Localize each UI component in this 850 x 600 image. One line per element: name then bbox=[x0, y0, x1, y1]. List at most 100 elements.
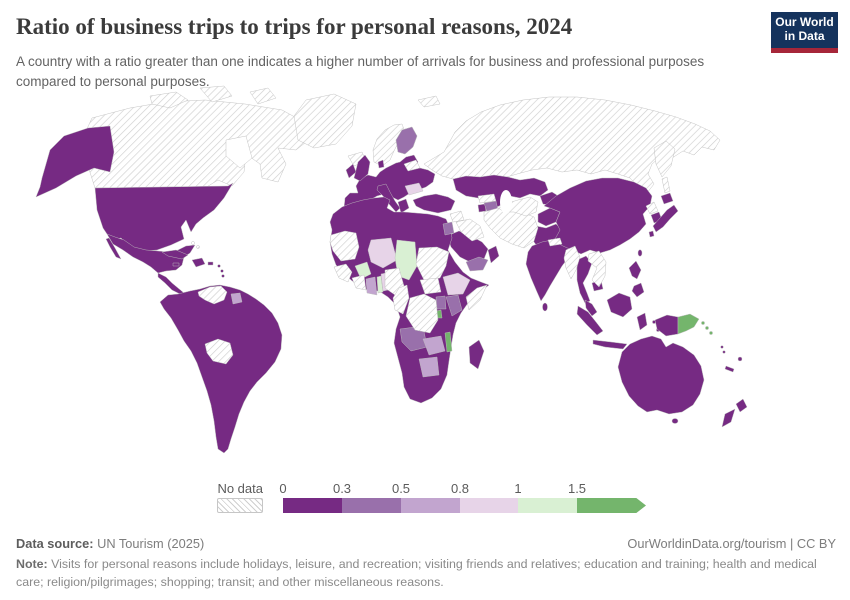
country-oman[interactable] bbox=[487, 245, 500, 264]
country-south-america[interactable] bbox=[159, 284, 283, 454]
country-romania[interactable] bbox=[404, 182, 424, 196]
country-venezuela[interactable] bbox=[197, 285, 228, 305]
country-jamaica[interactable] bbox=[172, 262, 180, 267]
country-canada[interactable] bbox=[79, 99, 307, 189]
country-greenland[interactable] bbox=[293, 93, 357, 149]
country-china-mongolia[interactable] bbox=[543, 177, 653, 255]
country-malawi[interactable] bbox=[444, 331, 453, 353]
country-bahamas-1[interactable] bbox=[191, 241, 195, 245]
legend-bin-gt-1.5[interactable] bbox=[577, 498, 646, 513]
country-botswana[interactable] bbox=[418, 356, 440, 378]
country-sumatra[interactable] bbox=[576, 305, 604, 336]
country-ghana[interactable] bbox=[365, 276, 378, 296]
country-vanuatu-2[interactable] bbox=[722, 350, 726, 354]
country-bahamas-2[interactable] bbox=[196, 245, 200, 249]
country-russia-sakhalin[interactable] bbox=[661, 176, 671, 194]
country-cuba[interactable] bbox=[161, 249, 189, 260]
country-svalbard[interactable] bbox=[417, 95, 441, 108]
country-yemen[interactable] bbox=[465, 256, 489, 272]
country-papua-new-guinea[interactable] bbox=[677, 313, 700, 335]
country-dr-congo[interactable] bbox=[405, 293, 439, 334]
country-thailand[interactable] bbox=[576, 255, 593, 304]
country-united-kingdom[interactable] bbox=[353, 154, 371, 182]
country-cameroon-congo[interactable] bbox=[392, 284, 410, 315]
country-lesser-antilles-2[interactable] bbox=[220, 269, 224, 273]
country-guinea[interactable] bbox=[333, 263, 353, 283]
country-russia-kamchatka[interactable] bbox=[653, 140, 676, 178]
country-hispaniola[interactable] bbox=[191, 257, 206, 268]
country-new-caledonia[interactable] bbox=[724, 365, 735, 373]
country-somalia[interactable] bbox=[465, 284, 488, 311]
country-finland-overlay[interactable] bbox=[395, 126, 418, 155]
country-taiwan[interactable] bbox=[637, 249, 643, 257]
country-tasmania[interactable] bbox=[671, 418, 679, 424]
country-north-korea[interactable] bbox=[645, 201, 659, 215]
country-suriname[interactable] bbox=[230, 292, 243, 305]
country-armenia[interactable] bbox=[477, 203, 487, 213]
country-japan-hokkaido[interactable] bbox=[660, 192, 674, 205]
country-canada-arctic-2[interactable] bbox=[199, 85, 233, 103]
country-philippines-luzon[interactable] bbox=[628, 260, 642, 280]
country-togo[interactable] bbox=[376, 275, 384, 294]
country-belarus[interactable] bbox=[403, 159, 421, 172]
country-georgia[interactable] bbox=[477, 193, 497, 204]
country-madagascar[interactable] bbox=[468, 339, 485, 370]
legend-bin-0-0.3[interactable] bbox=[283, 498, 342, 513]
country-new-zealand-south[interactable] bbox=[721, 408, 736, 428]
legend-bin-0.3-0.5[interactable] bbox=[342, 498, 401, 513]
country-fiji[interactable] bbox=[737, 356, 743, 362]
country-south-sudan[interactable] bbox=[419, 277, 442, 295]
country-india[interactable] bbox=[525, 239, 571, 302]
country-lesser-antilles-3[interactable] bbox=[221, 274, 225, 278]
legend-bin-0.5-0.8[interactable] bbox=[401, 498, 460, 513]
country-ethiopia[interactable] bbox=[442, 272, 471, 296]
country-borneo[interactable] bbox=[606, 292, 633, 318]
country-solomon-3[interactable] bbox=[709, 331, 713, 335]
country-australia[interactable] bbox=[617, 335, 705, 415]
country-mexico-baja[interactable] bbox=[105, 237, 122, 260]
country-turkey[interactable] bbox=[412, 193, 456, 214]
country-myanmar[interactable] bbox=[563, 245, 581, 280]
country-bolivia[interactable] bbox=[204, 338, 234, 365]
country-jordan[interactable] bbox=[442, 221, 455, 236]
country-alaska[interactable] bbox=[35, 125, 115, 198]
country-iraq[interactable] bbox=[455, 218, 485, 242]
country-sulawesi[interactable] bbox=[636, 312, 648, 331]
country-canada-arctic-1[interactable] bbox=[149, 91, 189, 109]
country-japan-honshu[interactable] bbox=[652, 204, 679, 233]
country-sri-lanka[interactable] bbox=[542, 302, 548, 312]
country-zambia[interactable] bbox=[422, 335, 446, 356]
country-laos-vietnam[interactable] bbox=[587, 250, 607, 288]
country-solomon-1[interactable] bbox=[701, 321, 705, 325]
legend-bin-1-1.5[interactable] bbox=[518, 498, 577, 513]
country-solomon-2[interactable] bbox=[705, 326, 709, 330]
country-lesser-antilles-1[interactable] bbox=[217, 264, 221, 268]
country-new-zealand-north[interactable] bbox=[735, 398, 748, 413]
country-burkina-faso[interactable] bbox=[354, 261, 372, 280]
country-chad[interactable] bbox=[394, 239, 418, 281]
country-philippines-mindanao[interactable] bbox=[631, 282, 645, 298]
country-japan-kyushu[interactable] bbox=[648, 230, 655, 238]
country-denmark[interactable] bbox=[377, 159, 385, 169]
country-greece[interactable] bbox=[397, 198, 410, 214]
country-cote-divoire[interactable] bbox=[351, 274, 367, 291]
country-sudan[interactable] bbox=[415, 246, 450, 281]
country-kenya[interactable] bbox=[445, 294, 463, 317]
country-norway-sweden[interactable] bbox=[372, 123, 406, 167]
country-ireland[interactable] bbox=[345, 163, 357, 179]
country-malaysia[interactable] bbox=[584, 299, 598, 317]
country-canada-arctic-3[interactable] bbox=[249, 87, 277, 105]
country-syria[interactable] bbox=[449, 210, 465, 223]
country-puerto-rico[interactable] bbox=[207, 261, 214, 266]
country-italy[interactable] bbox=[376, 183, 401, 213]
owid-license-link[interactable]: OurWorldinData.org/tourism | CC BY bbox=[627, 536, 836, 551]
legend-bin-0.8-1[interactable] bbox=[460, 498, 518, 513]
country-uganda[interactable] bbox=[435, 295, 447, 310]
legend-no-data-swatch[interactable] bbox=[217, 498, 263, 513]
country-mauritania[interactable] bbox=[329, 230, 360, 262]
country-java[interactable] bbox=[592, 339, 628, 350]
country-nepal[interactable] bbox=[547, 237, 563, 247]
country-vanuatu-1[interactable] bbox=[720, 345, 724, 349]
country-niger[interactable] bbox=[367, 237, 398, 269]
owid-logo[interactable]: Our World in Data bbox=[771, 12, 838, 53]
